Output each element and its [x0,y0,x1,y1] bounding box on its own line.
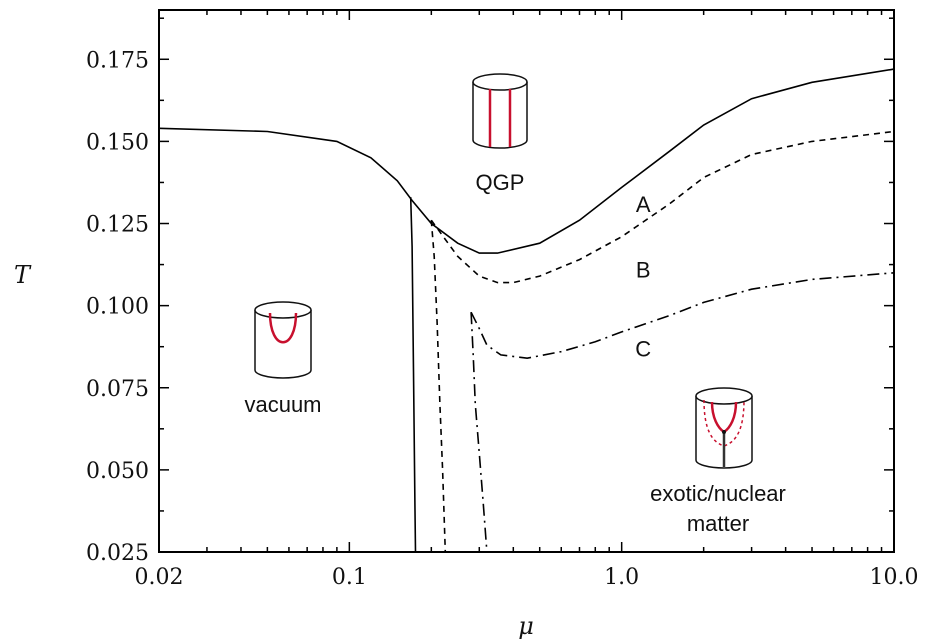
series-b-upper-line [430,130,895,284]
x-tick-label: 1.0 [604,565,639,590]
series-c-lower-line [470,312,488,553]
ticks-layer [158,10,895,553]
x-tick-label: 0.02 [135,565,184,590]
y-axis-title: T [14,261,32,289]
series-b-lower-line [430,220,447,553]
curve-label-b: B [636,258,651,283]
x-axis-title: μ [518,612,534,640]
y-tick-label: 0.025 [86,541,149,566]
series-a-lower-line [409,197,417,553]
y-tick-label: 0.075 [86,377,149,402]
y-tick-label: 0.100 [86,295,149,320]
x-tick-label: 10.0 [870,565,919,590]
series-c-upper-line [470,272,895,360]
series-a-upper-line [158,68,895,254]
qgp-cylinder-icon [472,73,528,149]
vacuum-cylinder-icon [254,301,312,379]
region-label-exotic-line2: matter [687,511,749,536]
curves-layer [158,68,895,553]
region-label-vacuum: vacuum [244,392,321,417]
y-tick-label: 0.050 [86,459,149,484]
region-label-exotic-line1: exotic/nuclear [650,481,786,506]
y-tick-label: 0.175 [86,48,149,73]
curve-labels-layer: A B C [635,192,651,362]
region-label-qgp: QGP [476,170,525,195]
y-tick-label: 0.150 [86,130,149,155]
curve-label-a: A [636,192,651,217]
tick-labels-layer: 0.02 0.1 1.0 10.0 0.025 0.050 0.075 0.100 0.125 0… [86,48,918,590]
exotic-cylinder-icon [695,387,753,469]
plot-frame [158,9,895,553]
y-tick-label: 0.125 [86,213,149,238]
x-tick-label: 0.1 [332,565,367,590]
curve-label-c: C [635,336,651,361]
